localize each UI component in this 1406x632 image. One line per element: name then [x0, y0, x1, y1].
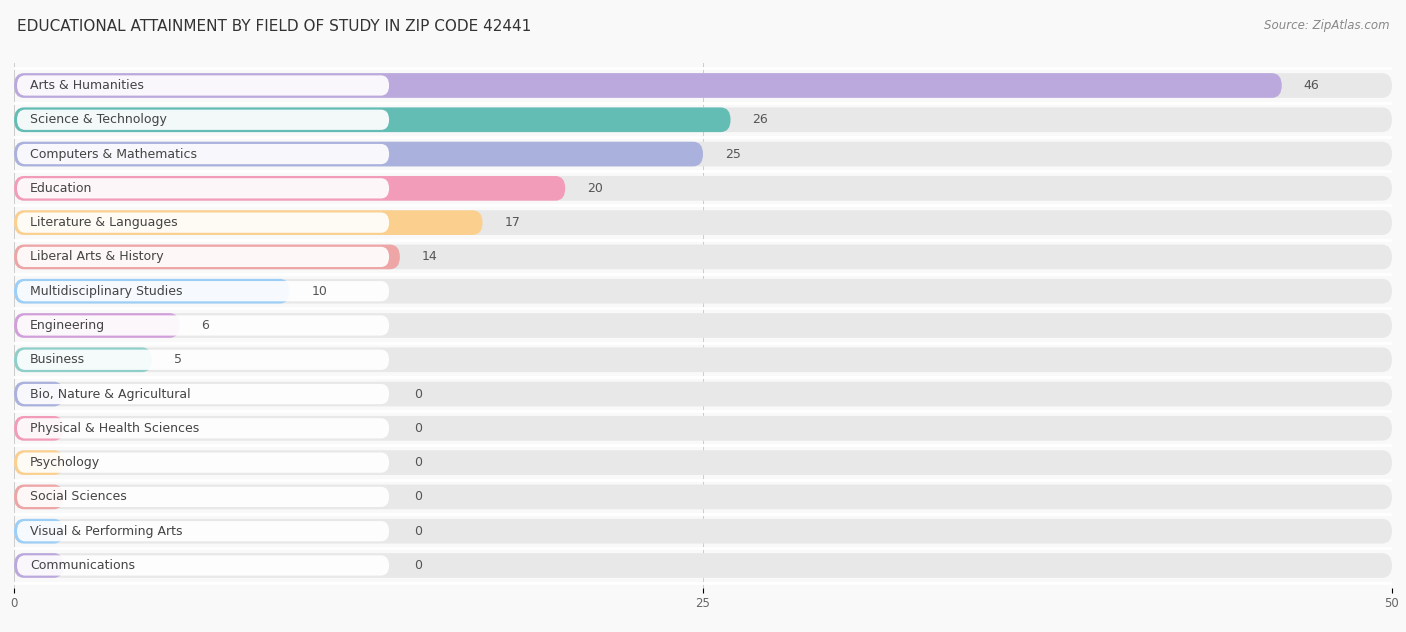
FancyBboxPatch shape — [17, 212, 389, 233]
FancyBboxPatch shape — [14, 348, 1392, 372]
Text: 20: 20 — [588, 182, 603, 195]
Text: 0: 0 — [413, 422, 422, 435]
Text: 5: 5 — [174, 353, 181, 367]
FancyBboxPatch shape — [17, 75, 389, 95]
Text: Bio, Nature & Agricultural: Bio, Nature & Agricultural — [30, 387, 191, 401]
Text: Engineering: Engineering — [30, 319, 105, 332]
FancyBboxPatch shape — [14, 142, 703, 166]
FancyBboxPatch shape — [17, 384, 389, 404]
FancyBboxPatch shape — [14, 210, 1392, 235]
Text: Multidisciplinary Studies: Multidisciplinary Studies — [30, 284, 183, 298]
FancyBboxPatch shape — [14, 450, 63, 475]
FancyBboxPatch shape — [14, 450, 1392, 475]
FancyBboxPatch shape — [14, 519, 1392, 544]
Text: 25: 25 — [725, 147, 741, 161]
FancyBboxPatch shape — [17, 418, 389, 439]
FancyBboxPatch shape — [14, 73, 1282, 98]
Text: 17: 17 — [505, 216, 520, 229]
FancyBboxPatch shape — [14, 553, 1392, 578]
FancyBboxPatch shape — [14, 519, 63, 544]
Text: 0: 0 — [413, 490, 422, 504]
FancyBboxPatch shape — [14, 245, 399, 269]
Text: 0: 0 — [413, 559, 422, 572]
FancyBboxPatch shape — [14, 553, 63, 578]
FancyBboxPatch shape — [17, 349, 389, 370]
Text: Source: ZipAtlas.com: Source: ZipAtlas.com — [1264, 19, 1389, 32]
FancyBboxPatch shape — [14, 416, 1392, 441]
FancyBboxPatch shape — [14, 176, 1392, 201]
FancyBboxPatch shape — [14, 382, 1392, 406]
Text: Visual & Performing Arts: Visual & Performing Arts — [30, 525, 183, 538]
Text: Psychology: Psychology — [30, 456, 100, 469]
Text: 0: 0 — [413, 387, 422, 401]
Text: Computers & Mathematics: Computers & Mathematics — [30, 147, 197, 161]
Text: 0: 0 — [413, 525, 422, 538]
FancyBboxPatch shape — [17, 556, 389, 576]
Text: 0: 0 — [413, 456, 422, 469]
FancyBboxPatch shape — [14, 382, 63, 406]
FancyBboxPatch shape — [14, 313, 1392, 338]
FancyBboxPatch shape — [14, 73, 1392, 98]
FancyBboxPatch shape — [14, 313, 180, 338]
FancyBboxPatch shape — [14, 279, 290, 303]
FancyBboxPatch shape — [14, 142, 1392, 166]
Text: Communications: Communications — [30, 559, 135, 572]
FancyBboxPatch shape — [14, 279, 1392, 303]
FancyBboxPatch shape — [14, 245, 1392, 269]
FancyBboxPatch shape — [17, 109, 389, 130]
Text: Education: Education — [30, 182, 93, 195]
FancyBboxPatch shape — [14, 485, 63, 509]
FancyBboxPatch shape — [17, 453, 389, 473]
Text: 14: 14 — [422, 250, 437, 264]
FancyBboxPatch shape — [17, 178, 389, 198]
FancyBboxPatch shape — [17, 487, 389, 507]
Text: 46: 46 — [1303, 79, 1319, 92]
FancyBboxPatch shape — [17, 521, 389, 542]
Text: 6: 6 — [201, 319, 209, 332]
Text: Business: Business — [30, 353, 84, 367]
Text: Science & Technology: Science & Technology — [30, 113, 167, 126]
FancyBboxPatch shape — [14, 107, 731, 132]
Text: Liberal Arts & History: Liberal Arts & History — [30, 250, 163, 264]
FancyBboxPatch shape — [14, 107, 1392, 132]
FancyBboxPatch shape — [14, 210, 482, 235]
Text: 26: 26 — [752, 113, 768, 126]
FancyBboxPatch shape — [14, 416, 63, 441]
FancyBboxPatch shape — [14, 485, 1392, 509]
Text: Literature & Languages: Literature & Languages — [30, 216, 177, 229]
FancyBboxPatch shape — [17, 144, 389, 164]
Text: Arts & Humanities: Arts & Humanities — [30, 79, 143, 92]
Text: 10: 10 — [312, 284, 328, 298]
FancyBboxPatch shape — [14, 348, 152, 372]
FancyBboxPatch shape — [17, 246, 389, 267]
Text: Physical & Health Sciences: Physical & Health Sciences — [30, 422, 200, 435]
FancyBboxPatch shape — [14, 176, 565, 201]
FancyBboxPatch shape — [17, 315, 389, 336]
Text: EDUCATIONAL ATTAINMENT BY FIELD OF STUDY IN ZIP CODE 42441: EDUCATIONAL ATTAINMENT BY FIELD OF STUDY… — [17, 19, 531, 34]
Text: Social Sciences: Social Sciences — [30, 490, 127, 504]
FancyBboxPatch shape — [17, 281, 389, 301]
